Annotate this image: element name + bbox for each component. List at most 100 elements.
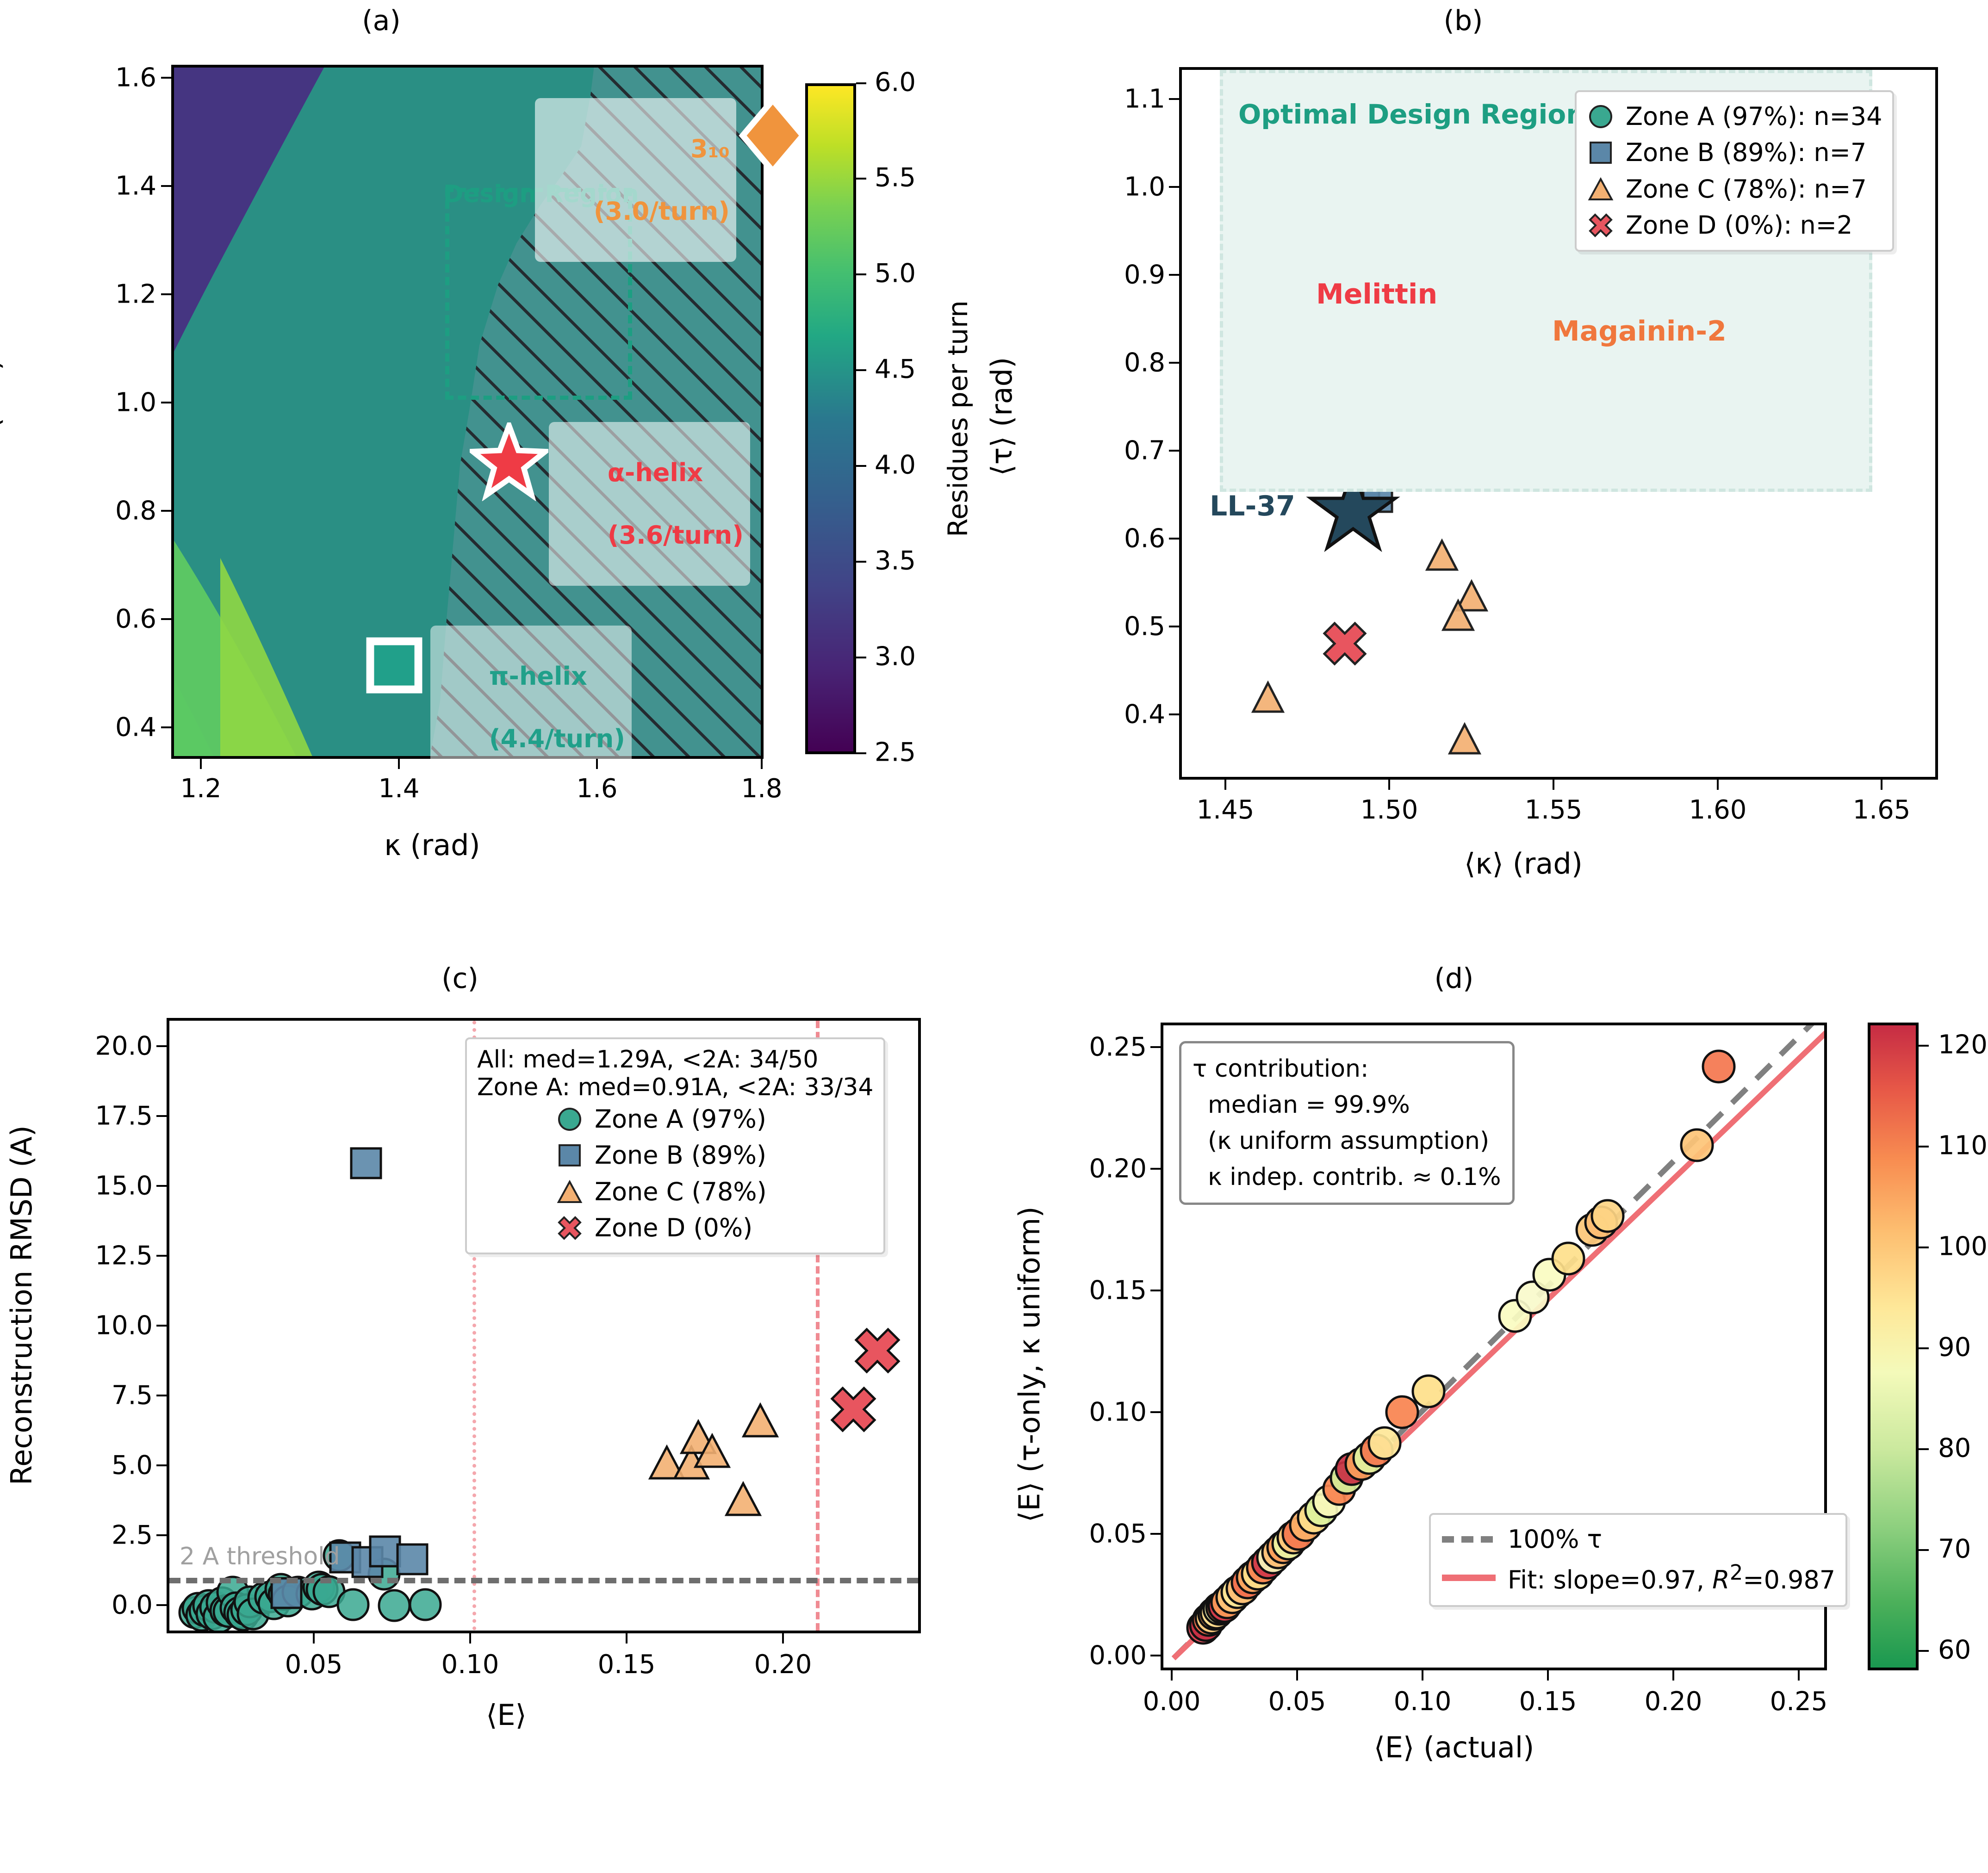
diamond-icon: [739, 95, 807, 176]
panel-c-xticklabel-0: 0.05: [285, 1650, 343, 1680]
legend-item-c-zone-a[interactable]: Zone A (97%): [556, 1101, 873, 1137]
panel-a-ytick-5: [161, 185, 171, 187]
legend-label-zone-c: Zone C (78%): n=7: [1626, 174, 1867, 204]
legend-item-identity[interactable]: 100% τ: [1441, 1521, 1835, 1557]
legend-label-zone-d: Zone D (0%): n=2: [1626, 210, 1853, 240]
panel-c-ytick-6: [156, 1185, 167, 1187]
panel-a-xticklabel-3: 1.8: [741, 774, 783, 804]
legend-item-zone-d[interactable]: Zone D (0%): n=2: [1587, 207, 1882, 243]
label-3-10-line2: (3.0/turn): [593, 196, 730, 226]
panel-c-xtick-1: [469, 1633, 471, 1644]
panel-a-ytick-1: [161, 618, 171, 620]
panel-a-ytick-4: [161, 293, 171, 295]
panel-c-yticklabel-7: 17.5: [95, 1101, 153, 1131]
panel-b-xtick-4: [1881, 780, 1882, 790]
panel-c-yticklabel-0: 0.0: [111, 1590, 153, 1620]
panel-a-cbtick-0: [856, 752, 866, 754]
panel-a-xticklabel-2: 1.6: [576, 774, 618, 804]
circle-icon: [1587, 104, 1615, 130]
panel-a-xticklabel-1: 1.4: [378, 774, 420, 804]
panel-c-scatter: [178, 1063, 901, 1631]
panel-a-yticklabel-0: 0.4: [115, 712, 156, 743]
legend-label-c-zone-b: Zone B (89%): [595, 1141, 767, 1170]
marker-3-10-helix: [738, 95, 808, 177]
vline-0-10: [472, 1021, 476, 1631]
panel-d-yticklabel-3: 0.15: [1089, 1275, 1147, 1306]
panel-c-ytick-8: [156, 1045, 167, 1047]
panel-b-yticklabel-2: 0.6: [1124, 523, 1165, 554]
panel-a-ytick-3: [161, 402, 171, 403]
panel-c-legend: All: med=1.29A, <2A: 34/50 Zone A: med=0…: [465, 1037, 886, 1255]
panel-d-cbtick-5: [1919, 1146, 1929, 1147]
panel-c-ylabel: Reconstruction RMSD (A): [5, 1125, 38, 1485]
panel-b-xticklabel-0: 1.45: [1196, 795, 1255, 825]
label-3-10-helix: 3₁₀ (3.0/turn): [535, 98, 736, 262]
legend-item-zone-b[interactable]: Zone B (89%): n=7: [1587, 135, 1882, 171]
panel-d-ytick-5: [1150, 1046, 1161, 1048]
panel-a: (a): [0, 0, 994, 902]
legend-label-c-zone-d: Zone D (0%): [595, 1213, 753, 1242]
magainin-2-label: Magainin-2: [1552, 315, 1727, 347]
panel-d-cblabel-3: 90: [1938, 1332, 1971, 1363]
panel-d-ytick-4: [1150, 1168, 1161, 1170]
panel-c-xtick-3: [782, 1633, 784, 1644]
panel-b-yticklabel-1: 0.5: [1124, 611, 1165, 642]
panel-c-plot: 2 A threshold: [169, 1021, 918, 1631]
legend-item-c-zone-d[interactable]: Zone D (0%): [556, 1210, 873, 1246]
panel-b-xtick-2: [1553, 780, 1554, 790]
solid-line-icon: [1441, 1572, 1497, 1583]
panel-d-cbtick-2: [1919, 1448, 1929, 1450]
panel-b-ytick-6: [1169, 186, 1179, 188]
panel-a-cbtick-3: [856, 465, 866, 467]
panel-c-ytick-4: [156, 1325, 167, 1327]
panel-a-xtick-1: [398, 759, 400, 769]
panel-c-xtick-0: [313, 1633, 315, 1644]
panel-a-cblabel-3: 4.0: [875, 450, 916, 480]
panel-c-ytick-3: [156, 1395, 167, 1396]
panel-c-stats-line1: All: med=1.29A, <2A: 34/50: [477, 1046, 819, 1073]
panel-a-colorbar-label: Residues per turn: [942, 300, 974, 537]
panel-d-yticklabel-1: 0.05: [1089, 1519, 1147, 1549]
legend-item-fit[interactable]: Fit: slope=0.97, R2=0.987: [1441, 1557, 1835, 1598]
panel-c-xticklabel-1: 0.10: [441, 1650, 499, 1680]
legend-label-fit: Fit: slope=0.97, R2=0.987: [1508, 1560, 1836, 1595]
panel-d-ytick-3: [1150, 1290, 1161, 1291]
panel-d-xticklabel-0: 0.00: [1143, 1687, 1201, 1717]
panel-d-cblabel-4: 100: [1938, 1231, 1988, 1262]
label-alpha-line1: α-helix: [607, 458, 703, 487]
panel-c-ytick-7: [156, 1115, 167, 1117]
legend-label-c-zone-a: Zone A (97%): [595, 1104, 766, 1134]
panel-a-yticklabel-4: 1.2: [115, 279, 156, 310]
legend-label-c-zone-c: Zone C (78%): [595, 1177, 767, 1206]
panel-d-cbtick-4: [1919, 1247, 1929, 1248]
ll-37-label: LL-37: [1210, 490, 1295, 522]
panel-d-cbtick-3: [1919, 1347, 1929, 1349]
panel-c-ytick-5: [156, 1255, 167, 1257]
label-pi-helix: π-helix (4.4/turn): [430, 626, 632, 789]
panel-b-yticklabel-6: 1.0: [1124, 172, 1165, 202]
panel-c-xticklabel-2: 0.15: [597, 1650, 656, 1680]
legend-item-zone-a[interactable]: Zone A (97%): n=34: [1587, 99, 1882, 135]
panel-a-xticklabel-0: 1.2: [180, 774, 222, 804]
legend-item-zone-c[interactable]: Zone C (78%): n=7: [1587, 171, 1882, 207]
panel-d-yticklabel-5: 0.25: [1089, 1032, 1147, 1062]
panel-c-yticklabel-4: 10.0: [95, 1310, 153, 1341]
panel-d-xlabel: ⟨E⟩ (actual): [1373, 1730, 1534, 1764]
panel-a-ylabel: τ (rad): [0, 359, 6, 455]
panel-b-ytick-0: [1169, 713, 1179, 715]
panel-a-cbtick-6: [856, 178, 866, 180]
vline-0-20: [816, 1021, 820, 1631]
legend-item-c-zone-b[interactable]: Zone B (89%): [556, 1137, 873, 1173]
panel-d-ytick-2: [1150, 1411, 1161, 1413]
optimal-design-region-label: Optimal Design Region: [1238, 99, 1585, 130]
circle-icon: [556, 1106, 584, 1132]
panel-a-cblabel-4: 4.5: [875, 354, 916, 385]
panel-a-yticklabel-6: 1.6: [115, 62, 156, 93]
panel-d-xticklabel-2: 0.10: [1393, 1687, 1452, 1717]
panel-b-legend: Zone A (97%): n=34 Zone B (89%): n=7 Zon…: [1575, 90, 1895, 252]
panel-b-xtick-0: [1224, 780, 1226, 790]
panel-a-yticklabel-3: 1.0: [115, 387, 156, 418]
legend-item-c-zone-c[interactable]: Zone C (78%): [556, 1174, 873, 1210]
panel-d-xtick-5: [1798, 1670, 1800, 1681]
panel-d-cblabel-6: 120: [1938, 1030, 1988, 1060]
